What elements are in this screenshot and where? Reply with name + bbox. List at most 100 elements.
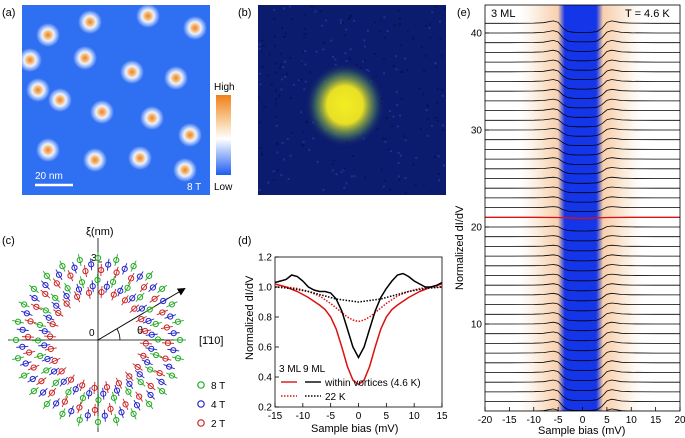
noise-pixel: [393, 24, 396, 27]
noise-pixel: [415, 156, 418, 159]
noise-pixel: [275, 115, 278, 118]
series-line-d: [274, 272, 443, 360]
noise-pixel: [287, 178, 290, 181]
polar-point: [64, 285, 71, 292]
noise-pixel: [321, 24, 324, 27]
error-bar: [135, 316, 147, 323]
noise-pixel: [375, 74, 378, 77]
error-bar: [27, 364, 40, 371]
error-bar: [139, 342, 152, 345]
noise-pixel: [280, 63, 283, 66]
error-bar: [145, 381, 156, 391]
noise-pixel: [334, 58, 337, 61]
noise-pixel: [323, 41, 326, 44]
noise-texture: [258, 5, 446, 194]
vortex: [26, 78, 50, 102]
noise-pixel: [303, 88, 306, 91]
noise-pixel: [385, 116, 388, 119]
error-bar: [136, 304, 148, 313]
polar-point: [91, 384, 98, 391]
noise-pixel: [258, 47, 261, 50]
ylabel-e: Normalized dI/dV: [454, 205, 466, 290]
polar-point: [136, 371, 143, 378]
legend-d: 3 ML 9 ML within vortices (4.6 K) 22 K: [279, 364, 421, 403]
error-bar: [28, 387, 39, 396]
noise-pixel: [274, 102, 277, 105]
noise-pixel: [347, 17, 350, 20]
polar-point: [53, 400, 60, 407]
error-bar: [51, 301, 62, 310]
polar-point: [94, 418, 102, 426]
noise-pixel: [423, 69, 426, 72]
polar-point: [166, 363, 173, 370]
noise-pixel: [304, 32, 307, 35]
polar-point: [43, 401, 50, 408]
error-bar: [49, 357, 61, 364]
polar-point: [43, 272, 50, 279]
polar-point: [126, 373, 133, 380]
polar-point: [26, 349, 33, 356]
error-bar: [59, 408, 66, 420]
noise-pixel: [419, 128, 422, 131]
xtick-label-e: 15: [650, 415, 662, 426]
ytick-label-d: 0.2: [258, 403, 272, 414]
temperature-label-e: T = 4.6 K: [625, 8, 670, 20]
error-bar: [81, 392, 85, 405]
noise-pixel: [399, 44, 402, 47]
polar-point: [53, 280, 60, 287]
noise-pixel: [427, 104, 430, 107]
error-bar: [144, 366, 156, 373]
polar-point: [59, 410, 66, 417]
noise-pixel: [312, 137, 315, 140]
polar-point: [67, 376, 75, 383]
error-bar: [33, 323, 46, 327]
noise-pixel: [442, 124, 445, 127]
polar-point: [41, 342, 48, 349]
spectrum-curve: [485, 312, 680, 322]
polar-point: [118, 409, 125, 416]
ytick-label-d: 1.2: [258, 253, 272, 264]
vortex-core-blob: [305, 63, 385, 147]
spectrum-curve: [485, 118, 680, 128]
noise-pixel: [343, 186, 346, 189]
xtick-label-e: 20: [674, 415, 685, 426]
error-bar: [148, 282, 158, 292]
noise-pixel: [382, 72, 385, 75]
noise-pixel: [404, 139, 407, 142]
error-bar: [134, 370, 145, 379]
noise-pixel: [259, 72, 262, 75]
polar-point: [63, 300, 70, 307]
noise-pixel: [290, 131, 293, 134]
error-bar: [135, 292, 145, 302]
polar-point: [140, 284, 148, 291]
vortex: [36, 23, 60, 47]
noise-pixel: [262, 44, 265, 47]
noise-pixel: [412, 36, 415, 39]
noise-pixel: [310, 5, 313, 8]
spectrum-curve: [485, 167, 680, 175]
polar-point: [33, 303, 40, 310]
noise-pixel: [314, 10, 317, 13]
error-bar: [145, 333, 158, 336]
error-bar: [34, 353, 47, 359]
error-bar: [117, 285, 124, 297]
noise-pixel: [398, 178, 401, 181]
noise-pixel: [304, 63, 307, 66]
film-label-e: 3 ML: [491, 8, 515, 20]
error-bar: [141, 359, 153, 366]
error-bar: [139, 329, 152, 333]
noise-pixel: [267, 74, 270, 77]
noise-pixel: [428, 27, 431, 30]
noise-pixel: [273, 35, 276, 38]
noise-pixel: [285, 72, 288, 75]
noise-pixel: [339, 19, 342, 22]
error-bar: [157, 387, 168, 396]
error-bar: [36, 377, 47, 386]
error-bar: [125, 371, 134, 382]
noise-pixel: [425, 109, 428, 112]
polar-point: [176, 336, 184, 344]
noise-pixel: [281, 78, 284, 81]
error-bar: [137, 353, 150, 359]
panel-label-d: (d): [238, 235, 251, 247]
polar-point: [147, 366, 154, 373]
